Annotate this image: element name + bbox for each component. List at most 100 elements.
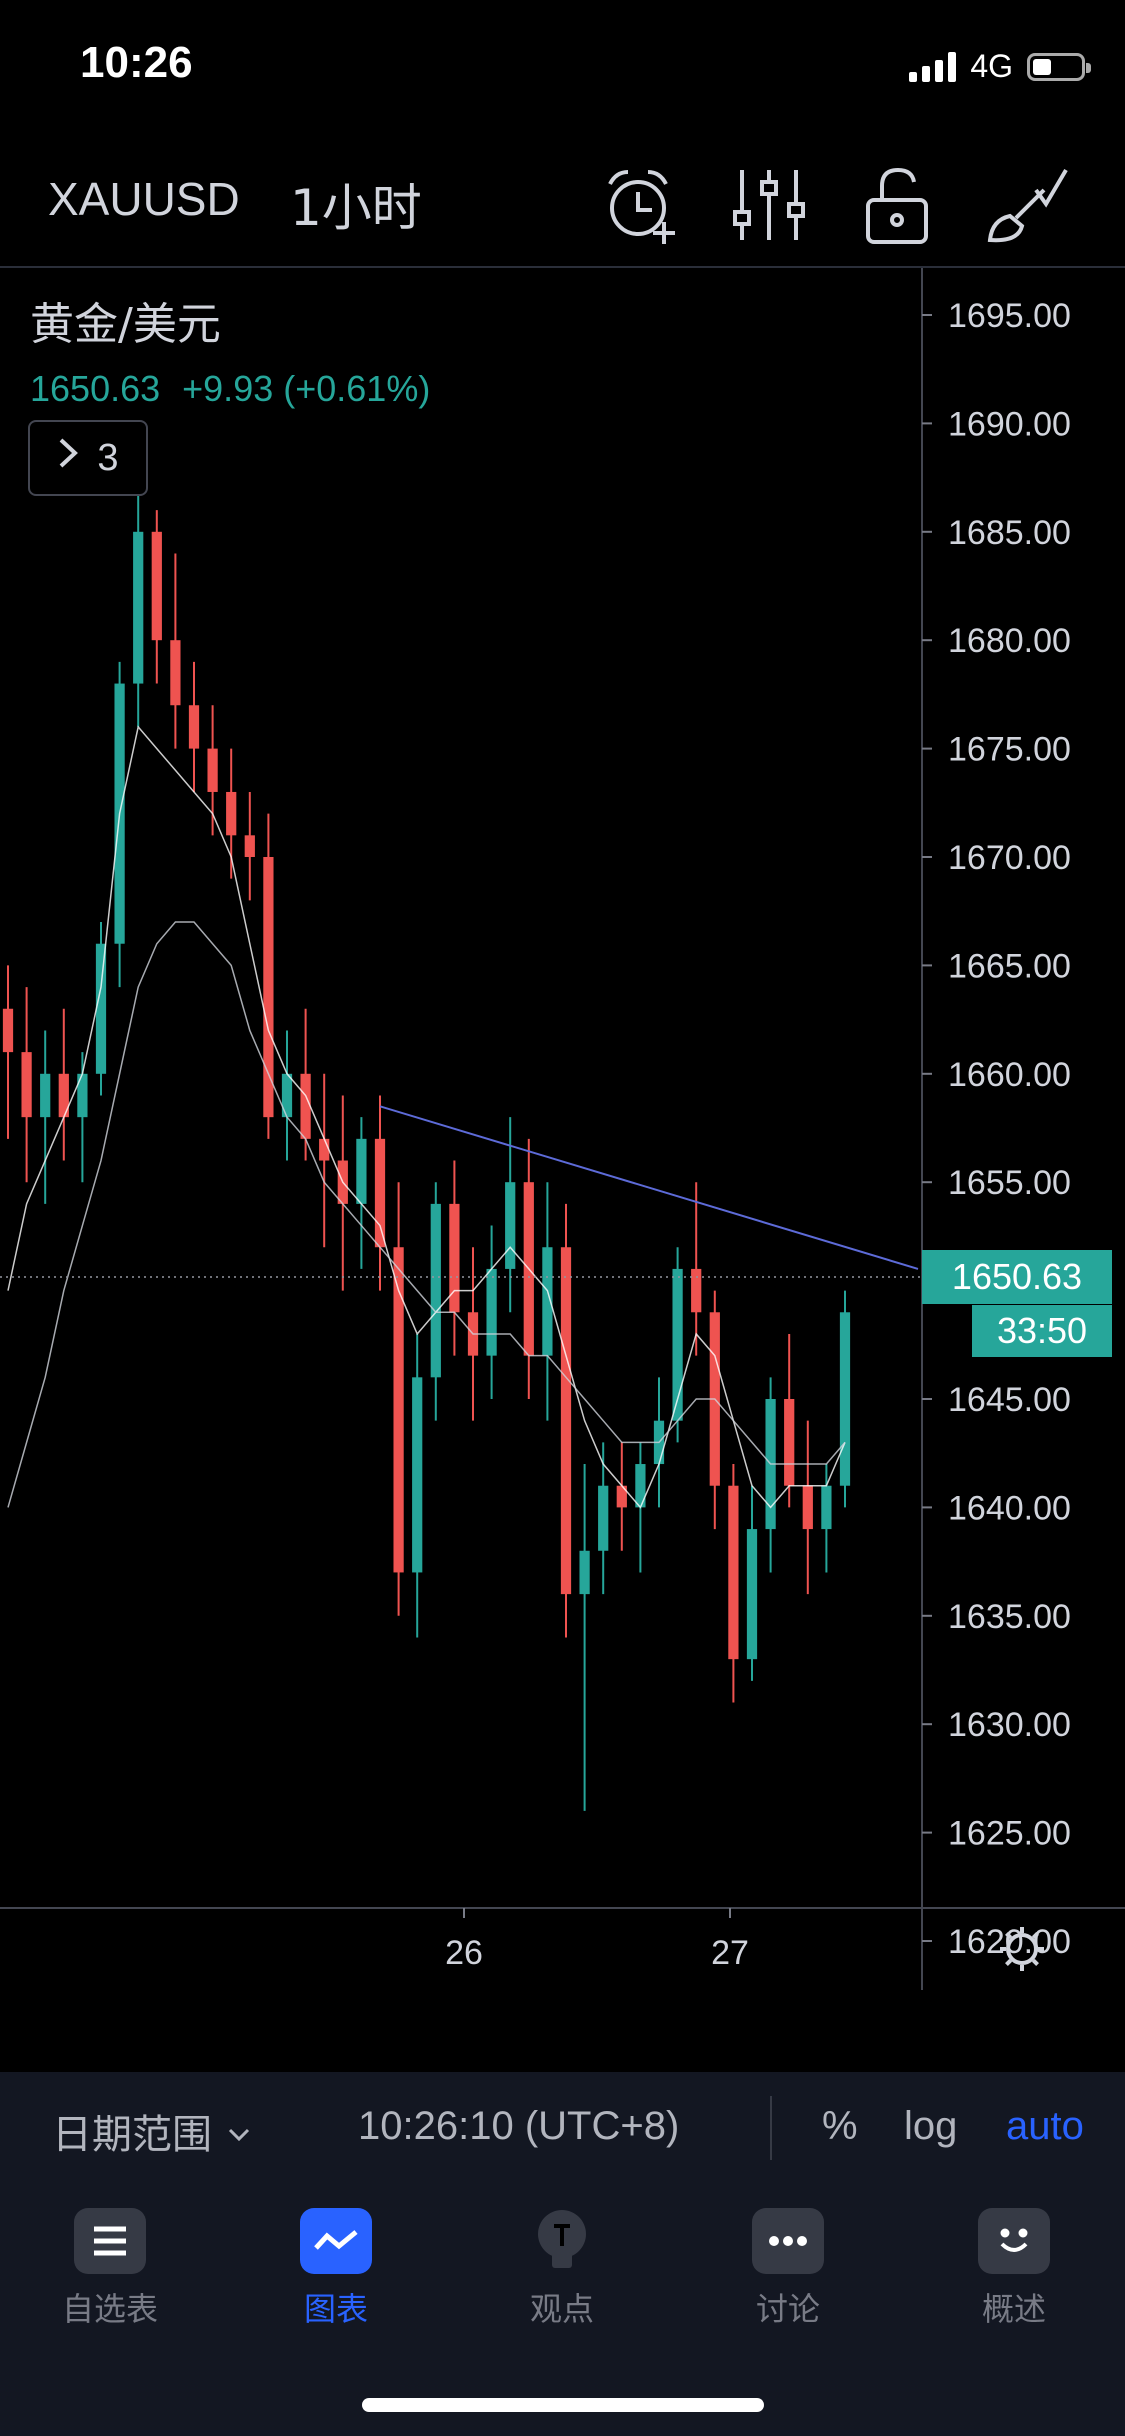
candle-body [40, 1073, 51, 1118]
tab-label: 讨论 [755, 2290, 820, 2328]
price-tick-label: 1690.00 [948, 405, 1071, 443]
status-time: 10:26 [80, 38, 193, 87]
chevron-right-icon [57, 436, 79, 480]
price-tick-label: 1640.00 [948, 1489, 1071, 1527]
brush-icon[interactable] [980, 160, 1070, 250]
candle-body [133, 531, 144, 684]
tab-overview[interactable]: 概述 [914, 2208, 1114, 2330]
time-tick-label: 27 [711, 1934, 749, 1972]
indicator-toggle-button[interactable]: 3 [28, 420, 148, 496]
candle-body [542, 1247, 553, 1356]
candle-body [616, 1485, 627, 1508]
lock-icon[interactable] [852, 160, 942, 250]
tab-label: 自选表 [61, 2290, 158, 2328]
price-tick-label: 1635.00 [948, 1598, 1071, 1636]
home-indicator [362, 2398, 764, 2412]
price-tick-label: 1625.00 [948, 1815, 1071, 1853]
candle-body [635, 1464, 646, 1508]
candle-body [486, 1268, 497, 1356]
status-indicators: 4G [909, 48, 1091, 85]
percent-scale-toggle[interactable]: % [822, 2104, 858, 2148]
date-range-bar: 日期范围 10:26:10 (UTC+8) % log auto [0, 2072, 1125, 2188]
price-tick-label: 1645.00 [948, 1381, 1071, 1419]
legend-change: +9.93 [182, 368, 274, 409]
date-range-label: 日期范围 [52, 2112, 212, 2158]
candle-body [412, 1377, 423, 1573]
candle-body [746, 1529, 758, 1660]
tab-watchlist[interactable]: 自选表 [10, 2208, 210, 2330]
chart-icon [300, 2208, 372, 2274]
candle-body [244, 835, 255, 857]
legend-last-price: 1650.63 [30, 368, 161, 409]
candle-body [802, 1485, 813, 1530]
ideas-icon [526, 2208, 598, 2274]
candle-body [821, 1485, 832, 1530]
candle-body [449, 1203, 460, 1313]
candle-body [95, 943, 107, 1074]
chart-legend: 黄金/美元 1650.63 +9.93 (+0.61%) [30, 288, 430, 410]
candle-body [226, 791, 237, 836]
candle-body [672, 1268, 683, 1421]
tab-label: 观点 [529, 2290, 594, 2328]
candle-body [300, 1073, 311, 1139]
log-scale-toggle[interactable]: log [904, 2104, 958, 2148]
chart-settings-icon[interactable] [1000, 1927, 1044, 1971]
tab-chart[interactable]: 图表 [236, 2208, 436, 2330]
tab-label: 概述 [981, 2290, 1046, 2328]
candle-body [430, 1203, 441, 1378]
candle-body [728, 1485, 739, 1660]
candle-body [579, 1550, 590, 1595]
price-tick-label: 1670.00 [948, 839, 1071, 877]
price-tick-label: 1665.00 [948, 947, 1071, 985]
candle-body [281, 1073, 293, 1118]
auto-scale-toggle[interactable]: auto [1006, 2104, 1084, 2148]
candle-body [319, 1138, 330, 1161]
battery-icon [1027, 52, 1091, 81]
price-chart[interactable]: 1695.00 1690.00 1685.00 1680.00 1675.00 1670.… [0, 268, 1125, 1990]
chart-toolbar: XAUUSD 1小时 [0, 140, 1125, 268]
indicator-count: 3 [97, 436, 119, 479]
candle-body [207, 748, 218, 792]
candle-body [151, 531, 162, 641]
indicators-icon[interactable] [724, 160, 814, 250]
chat-icon [752, 2208, 824, 2274]
candle-body [505, 1182, 516, 1269]
bar-countdown-label: 33:50 [972, 1304, 1112, 1357]
tab-label: 图表 [303, 2290, 368, 2328]
candle-body [560, 1247, 572, 1595]
price-tick-label: 1675.00 [948, 731, 1071, 769]
ma-long-line [7, 921, 846, 1508]
overview-icon [978, 2208, 1050, 2274]
price-tick-label: 1685.00 [948, 514, 1071, 552]
tab-ideas[interactable]: 观点 [462, 2208, 662, 2330]
network-type: 4G [970, 48, 1013, 84]
interval-button[interactable]: 1小时 [290, 179, 422, 237]
time-tick-label: 26 [445, 1934, 483, 1972]
candle-body [77, 1073, 88, 1118]
tab-discussion[interactable]: 讨论 [688, 2208, 888, 2330]
candle-body [598, 1485, 609, 1551]
candle-body [356, 1138, 367, 1204]
candle-body [784, 1399, 795, 1486]
price-tick-label: 1695.00 [948, 297, 1071, 335]
candle-body [691, 1268, 702, 1313]
legend-prices: 1650.63 +9.93 (+0.61%) [30, 368, 430, 410]
timezone-clock[interactable]: 10:26:10 (UTC+8) [358, 2104, 680, 2148]
chevron-down-icon [226, 2108, 252, 2154]
chart-area[interactable]: 1695.00 1690.00 1685.00 1680.00 1675.00 1670.… [0, 268, 1125, 1990]
candle-body [374, 1138, 386, 1248]
trend-line [379, 1105, 919, 1270]
symbol-button[interactable]: XAUUSD [48, 173, 240, 225]
candle-body [170, 640, 181, 706]
signal-icon [909, 51, 957, 82]
candle-body [188, 705, 200, 749]
candle-body [393, 1247, 404, 1573]
legend-title: 黄金/美元 [30, 299, 221, 350]
date-range-button[interactable]: 日期范围 [52, 2102, 252, 2160]
candle-body [21, 1052, 32, 1118]
bottom-tab-bar: 自选表 图表 观点 讨论 概述 [0, 2188, 1125, 2436]
price-tick-label: 1660.00 [948, 1056, 1071, 1094]
candle-body [2, 1008, 14, 1053]
alarm-add-icon[interactable] [596, 160, 686, 250]
current-price-label: 1650.63 [922, 1249, 1112, 1304]
